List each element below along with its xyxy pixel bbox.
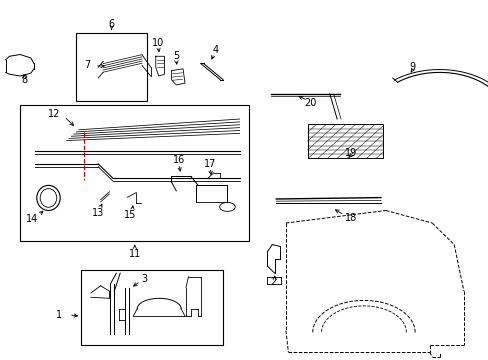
Text: 19: 19 [344,148,356,158]
Text: 13: 13 [92,208,104,219]
Text: 12: 12 [48,109,61,119]
Text: 10: 10 [152,38,164,48]
Bar [20,105,249,241]
Bar [76,33,147,101]
Text: 15: 15 [123,210,136,220]
Text: 9: 9 [409,62,415,72]
Text: 16: 16 [172,155,184,165]
Text: 20: 20 [304,98,316,108]
Ellipse shape [40,189,57,207]
Text: 7: 7 [84,60,90,70]
Text: 4: 4 [212,45,218,55]
Text: 3: 3 [142,274,147,284]
Ellipse shape [37,185,60,211]
Text: 18: 18 [344,213,356,222]
Text: 6: 6 [108,19,115,29]
Text: 8: 8 [21,75,27,85]
Text: 2: 2 [270,277,276,287]
Bar [81,270,222,345]
Text: 11: 11 [128,248,141,258]
Text: 1: 1 [56,310,62,320]
Text: 14: 14 [26,214,39,224]
Bar [307,125,383,158]
Ellipse shape [219,202,235,211]
Text: 17: 17 [204,159,216,169]
Text: 5: 5 [173,51,179,61]
